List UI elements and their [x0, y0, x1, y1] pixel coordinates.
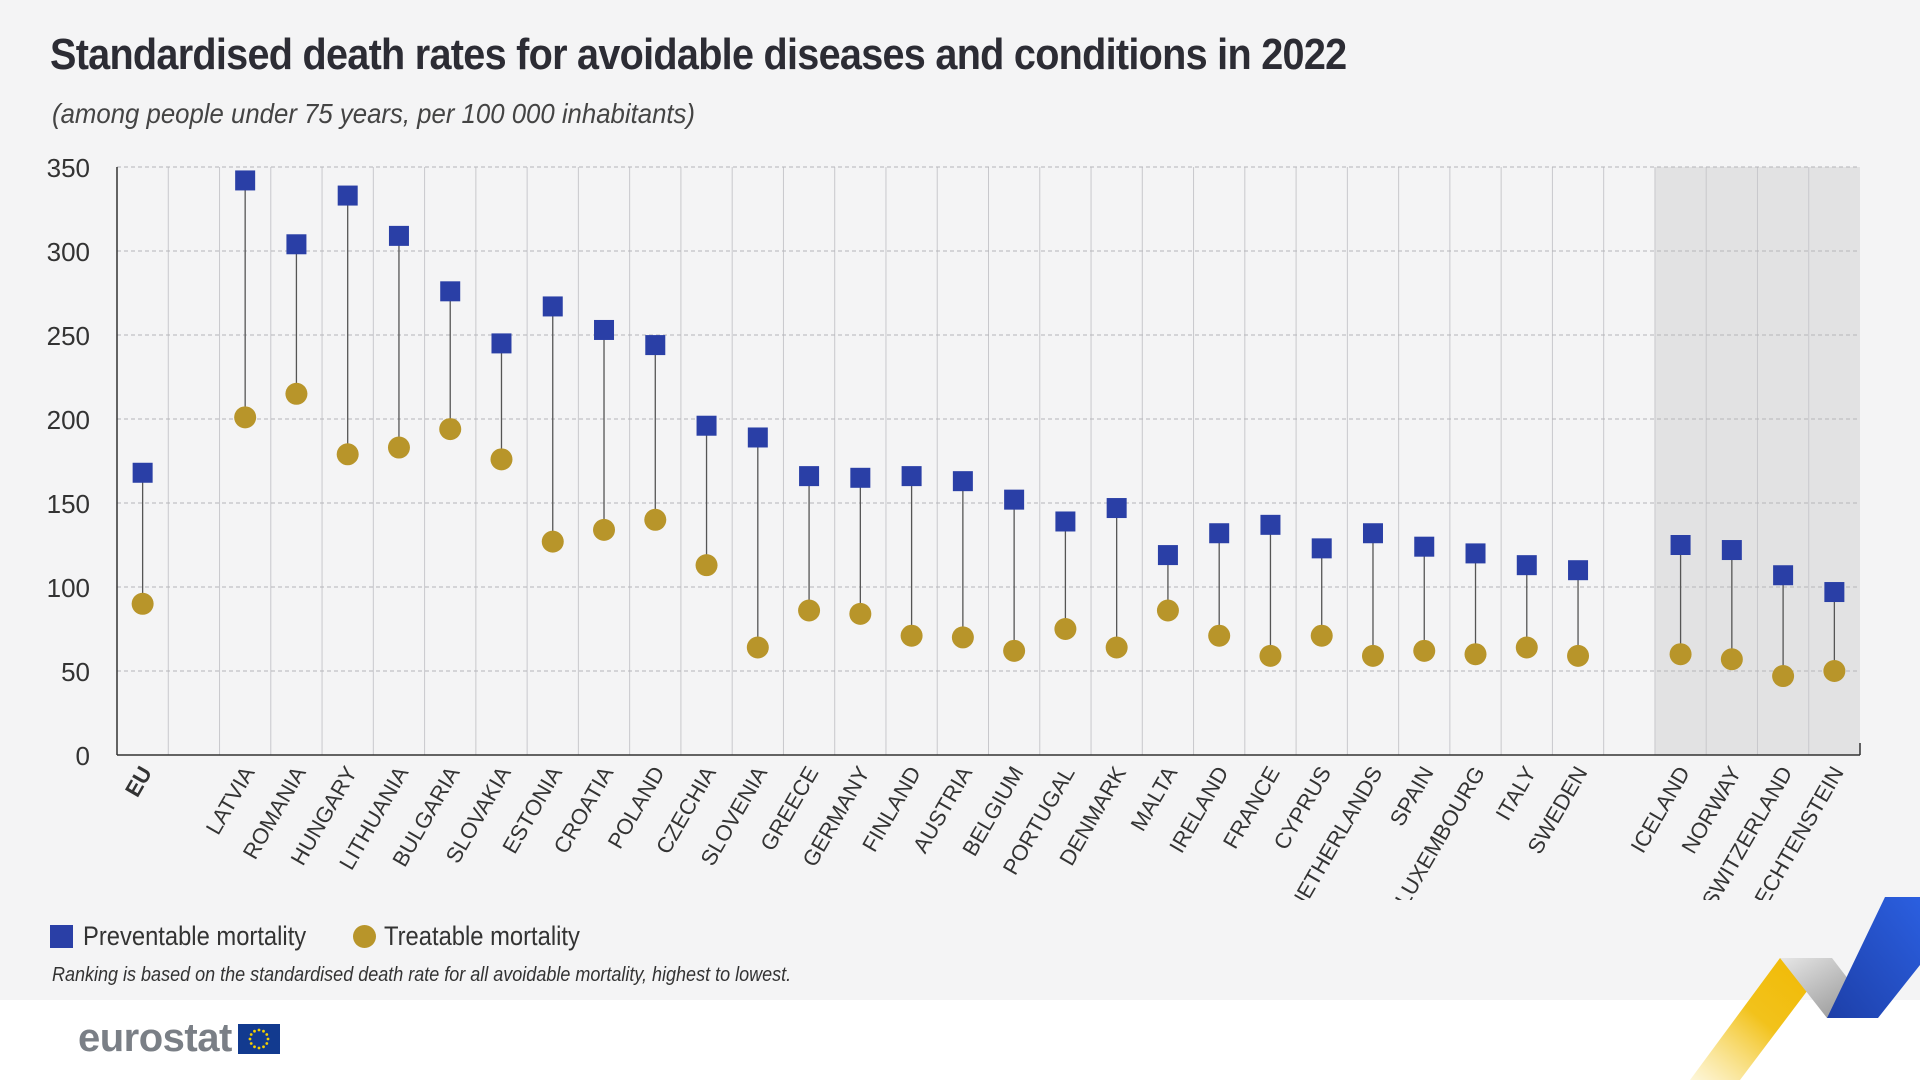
circle-marker-icon: [352, 925, 376, 948]
treatable-point: [1105, 636, 1128, 659]
treatable-point: [1823, 660, 1846, 682]
treatable-point: [849, 602, 872, 625]
treatable-point: [1720, 648, 1743, 671]
preventable-point: [1516, 555, 1537, 576]
x-tick-label: MALTA: [1126, 762, 1183, 835]
preventable-point: [1721, 540, 1742, 561]
treatable-point: [1310, 624, 1333, 647]
preventable-point: [286, 234, 307, 255]
legend: Preventable mortality Treatable mortalit…: [50, 921, 622, 952]
treatable-point: [593, 518, 616, 541]
preventable-point: [542, 296, 563, 317]
preventable-point: [1311, 538, 1332, 559]
treatable-point: [1413, 639, 1436, 662]
footer-band: [0, 1000, 1920, 1080]
treatable-point: [1003, 639, 1026, 662]
treatable-point: [1515, 636, 1538, 659]
x-tick-label: EU: [120, 762, 157, 801]
treatable-point: [387, 436, 410, 459]
preventable-point: [337, 185, 358, 206]
preventable-point: [1209, 523, 1230, 544]
eu-flag-icon: [237, 1023, 280, 1054]
preventable-point: [696, 415, 717, 436]
y-tick-label: 350: [47, 153, 90, 183]
preventable-point: [747, 427, 768, 448]
x-tick-label: SPAIN: [1385, 762, 1439, 830]
treatable-point: [131, 592, 154, 615]
decorative-ribbon: [1690, 897, 1920, 1080]
preventable-point: [1106, 498, 1127, 519]
legend-item-treatable: Treatable mortality: [352, 921, 607, 952]
preventable-point: [440, 281, 461, 302]
treatable-point: [234, 406, 257, 429]
treatable-point: [1156, 599, 1179, 622]
preventable-point: [491, 333, 512, 354]
y-tick-label: 0: [76, 741, 90, 771]
y-tick-label: 100: [47, 573, 90, 603]
preventable-point: [1568, 560, 1589, 581]
preventable-point: [901, 466, 922, 487]
preventable-point: [1362, 523, 1383, 544]
treatable-point: [798, 599, 821, 622]
treatable-point: [1772, 665, 1795, 688]
treatable-point: [951, 626, 974, 649]
preventable-point: [799, 466, 820, 487]
legend-label-preventable: Preventable mortality: [83, 921, 307, 951]
treatable-point: [541, 530, 564, 553]
preventable-point: [645, 335, 666, 356]
y-tick-label: 250: [47, 321, 90, 351]
preventable-point: [235, 170, 256, 191]
legend-label-treatable: Treatable mortality: [383, 921, 580, 951]
treatable-point: [644, 508, 667, 531]
legend-item-preventable: Preventable mortality: [50, 921, 337, 952]
chart-title: Standardised death rates for avoidable d…: [50, 30, 1347, 79]
treatable-point: [1361, 644, 1384, 667]
treatable-point: [746, 636, 769, 659]
preventable-point: [1055, 511, 1076, 532]
treatable-point: [1259, 644, 1282, 667]
ranking-note: Ranking is based on the standardised dea…: [52, 964, 792, 986]
preventable-point: [1670, 535, 1691, 555]
preventable-point: [1260, 514, 1281, 535]
preventable-point: [132, 462, 153, 483]
y-tick-label: 300: [47, 237, 90, 267]
treatable-point: [1567, 644, 1590, 667]
treatable-point: [1464, 643, 1487, 666]
preventable-point: [388, 225, 409, 246]
square-marker-icon: [50, 925, 73, 948]
treatable-point: [1054, 618, 1077, 640]
treatable-point: [695, 554, 718, 577]
eurostat-logo: eurostat: [78, 1016, 280, 1061]
treatable-point: [490, 448, 513, 471]
treatable-point: [900, 624, 923, 647]
preventable-point: [850, 467, 871, 488]
y-tick-label: 50: [61, 657, 90, 687]
treatable-point: [439, 418, 462, 441]
treatable-point: [285, 382, 308, 405]
preventable-point: [1414, 536, 1435, 557]
chart-subtitle: (among people under 75 years, per 100 00…: [52, 98, 696, 129]
preventable-point: [952, 471, 973, 492]
preventable-point: [1824, 582, 1845, 603]
preventable-point: [1004, 489, 1025, 510]
preventable-point: [1157, 545, 1178, 566]
y-tick-label: 150: [47, 489, 90, 519]
preventable-point: [594, 319, 615, 340]
logo-text: eurostat: [78, 1016, 232, 1060]
preventable-point: [1465, 543, 1486, 564]
y-tick-label: 200: [47, 405, 90, 435]
treatable-point: [1208, 624, 1231, 647]
treatable-point: [1669, 643, 1692, 666]
preventable-point: [1773, 565, 1794, 586]
x-tick-label: ITALY: [1491, 762, 1542, 825]
treatable-point: [336, 443, 359, 466]
